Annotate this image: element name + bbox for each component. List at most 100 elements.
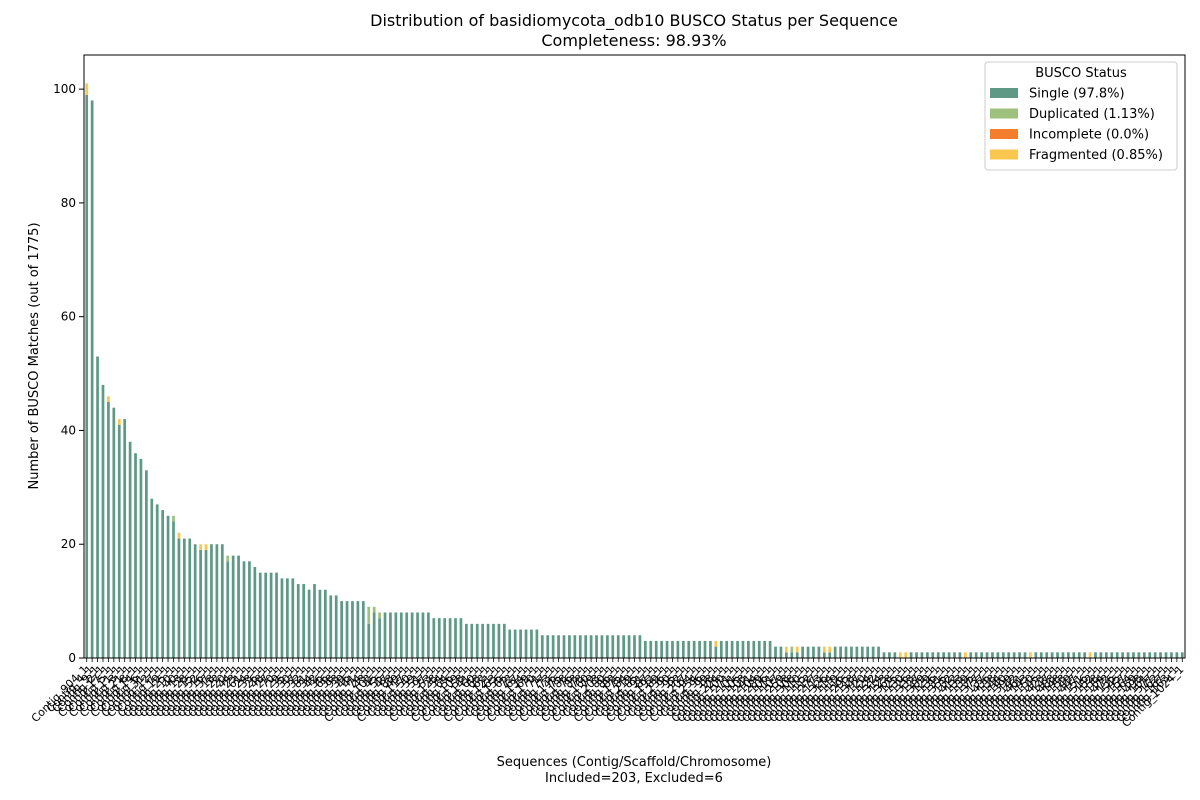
bar-single (399, 612, 403, 658)
bar-single (611, 635, 615, 658)
bar-single (1039, 652, 1043, 658)
bar-single (465, 623, 468, 658)
bar-single (991, 652, 994, 658)
bar-single (210, 544, 213, 658)
bar-single (161, 510, 164, 658)
bar-single (562, 635, 566, 658)
bar-single (741, 640, 745, 658)
bar-single (448, 618, 452, 658)
bar-single (709, 640, 712, 658)
bar-single (172, 521, 175, 658)
bar-single (616, 635, 620, 658)
bar-single (790, 652, 794, 658)
bar-single (394, 612, 398, 658)
bar-single (1050, 652, 1054, 658)
bar-single (1170, 652, 1173, 658)
bar-single (985, 652, 989, 658)
bar-single (519, 629, 522, 658)
bar-single (1115, 652, 1119, 658)
x-axis-sublabel: Included=203, Excluded=6 (545, 771, 723, 786)
bar-single (801, 646, 804, 658)
y-tick-label: 0 (68, 651, 76, 665)
bar-single (882, 652, 886, 658)
bar-single (188, 538, 192, 658)
bar-single (757, 640, 761, 658)
bar-single (638, 635, 642, 658)
bar-single (90, 100, 94, 658)
bar-single (1132, 652, 1135, 658)
bar-fragmented (177, 532, 181, 539)
bar-single (551, 635, 555, 658)
bar-single (643, 640, 647, 658)
bar-fragmented (785, 646, 788, 653)
bar-single (177, 538, 181, 658)
bar-single (974, 652, 978, 658)
legend-label-incomplete: Incomplete (0.0%) (1029, 128, 1149, 143)
bar-single (258, 572, 262, 658)
bar-single (1001, 652, 1005, 658)
bar-single (524, 629, 528, 658)
bar-single (264, 572, 268, 658)
legend-label-duplicated: Duplicated (1.13%) (1029, 107, 1155, 122)
bar-single (698, 640, 701, 658)
bar-duplicated (372, 606, 376, 613)
bar-single (1142, 652, 1146, 658)
bar-single (410, 612, 414, 658)
bar-single (128, 441, 132, 658)
bar-single (687, 640, 691, 658)
bar-single (931, 652, 935, 658)
bar-single (1023, 652, 1027, 658)
bar-single (893, 652, 897, 658)
bar-single (96, 356, 99, 658)
bar-single (1180, 652, 1184, 658)
bar-single (692, 640, 696, 658)
bar-single (123, 419, 127, 658)
bar-single (182, 538, 186, 658)
legend-swatch-incomplete (990, 129, 1018, 139)
bar-single (888, 652, 891, 658)
bar-single (356, 601, 360, 658)
bar-single (703, 640, 707, 658)
bar-single (589, 635, 593, 658)
bar-fragmented (85, 83, 89, 95)
bar-single (427, 612, 430, 658)
bar-single (714, 646, 718, 658)
bar-single (785, 652, 788, 658)
bar-single (443, 618, 447, 658)
bar-single (253, 566, 257, 658)
bar-single (877, 646, 880, 658)
bar-single (833, 646, 837, 658)
bar-single (926, 652, 929, 658)
bar-single (1007, 652, 1011, 658)
bar-single (513, 629, 517, 658)
bar-single (383, 612, 387, 658)
bar-single (676, 640, 680, 658)
bar-fragmented (117, 419, 121, 425)
bar-single (145, 470, 148, 658)
bar-single (980, 652, 983, 658)
bar-fragmented (204, 544, 208, 550)
bar-single (795, 652, 799, 658)
bar-single (199, 549, 202, 658)
bar-single (1094, 652, 1097, 658)
bar-single (828, 652, 832, 658)
bar-single (155, 504, 159, 658)
bar-single (1018, 652, 1021, 658)
bar-single (774, 646, 777, 658)
bar-duplicated (367, 606, 371, 624)
bar-duplicated (790, 646, 794, 653)
bar-single (486, 623, 490, 658)
bar-single (822, 652, 826, 658)
bar-single (763, 640, 767, 658)
bar-single (372, 612, 376, 658)
bar-single (633, 635, 636, 658)
bar-single (1045, 652, 1049, 658)
bar-single (1105, 652, 1108, 658)
bar-single (470, 623, 474, 658)
bar-single (101, 384, 105, 658)
bar-single (107, 402, 110, 658)
bar-single (313, 584, 316, 658)
bar-single (150, 498, 154, 658)
bar-single (481, 623, 484, 658)
bar-single (1175, 652, 1179, 658)
